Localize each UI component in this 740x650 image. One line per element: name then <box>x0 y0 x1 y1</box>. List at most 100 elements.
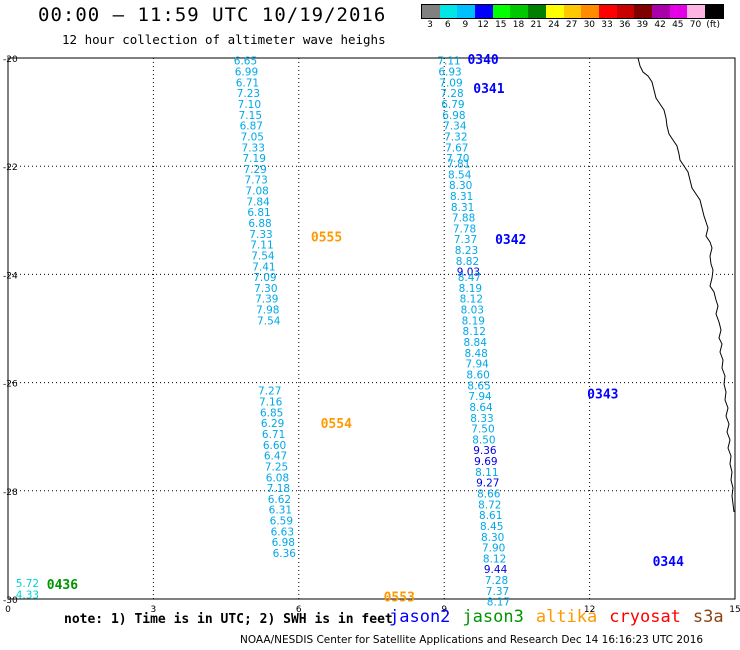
wave-height-point: 8.72 <box>478 499 501 511</box>
wave-height-point: 8.30 <box>449 180 472 192</box>
wave-height-point: 8.19 <box>462 315 485 327</box>
legend-swatch <box>545 5 564 18</box>
wave-height-point: 7.33 <box>242 142 265 154</box>
wave-height-point: 9.36 <box>473 445 497 457</box>
wave-height-point: 7.88 <box>452 213 475 225</box>
wave-height-point: 6.71 <box>236 77 259 89</box>
wave-height-point: 7.39 <box>255 294 278 306</box>
legend-label: 70 <box>689 20 702 30</box>
wave-height-point: 9.44 <box>484 564 508 576</box>
legend-swatch <box>492 5 511 18</box>
wave-height-point: 7.94 <box>465 359 489 371</box>
satellite-name: altika <box>535 607 598 627</box>
wave-height-point: 7.54 <box>257 315 281 327</box>
wave-height-point: 7.09 <box>439 77 462 89</box>
y-tick-label: -20 <box>3 55 18 65</box>
wave-height-point: 6.93 <box>438 67 461 79</box>
y-tick-label: -22 <box>3 163 18 173</box>
x-tick-label: 6 <box>296 605 302 615</box>
wave-height-point: 6.98 <box>442 110 465 122</box>
legend-label: 21 <box>530 20 542 30</box>
wave-height-point: 6.81 <box>247 207 270 219</box>
wave-height-point: 7.37 <box>454 234 477 246</box>
wave-height-point: 6.88 <box>248 218 271 230</box>
wave-height-point: 8.61 <box>479 510 502 522</box>
x-tick-label: 12 <box>584 605 595 615</box>
legend-label: 15 <box>495 20 507 30</box>
wave-height-point: 6.60 <box>263 440 286 452</box>
legend-swatch <box>687 5 705 18</box>
legend-label: 39 <box>636 20 649 30</box>
wave-height-point: 8.23 <box>455 245 478 257</box>
wave-height-point: 7.50 <box>471 424 494 436</box>
wave-height-point: 7.54 <box>251 250 275 262</box>
legend-swatch <box>528 5 546 18</box>
wave-height-point: 6.85 <box>260 407 283 419</box>
wave-height-point: 8.50 <box>472 434 495 446</box>
legend-swatch <box>581 5 599 18</box>
legend-label: 24 <box>548 20 560 30</box>
pass-label: 0342 <box>495 233 526 248</box>
wave-height-point: 7.11 <box>437 56 460 68</box>
wave-height-point: 7.33 <box>249 229 272 241</box>
legend-label: 45 <box>672 20 684 30</box>
wave-height-point: 8.45 <box>480 521 503 533</box>
wave-height-point: 7.94 <box>468 391 492 403</box>
satellite-name: jason2 <box>389 607 451 627</box>
wave-height-point: 8.12 <box>483 553 506 565</box>
x-tick-label: 0 <box>5 605 11 615</box>
legend-swatches <box>421 4 724 19</box>
wave-height-point: 5.72 <box>16 578 39 590</box>
legend-swatch <box>439 5 458 18</box>
legend-swatch <box>705 5 723 18</box>
legend-swatch <box>616 5 635 18</box>
legend-label: 42 <box>654 20 666 30</box>
satellite-legend: jason2 jason3 altika cryosat s3a <box>389 607 736 627</box>
wave-height-point: 7.18 <box>267 483 290 495</box>
legend-swatch <box>475 5 493 18</box>
wave-height-point: 7.90 <box>482 543 505 555</box>
wave-height-point: 6.79 <box>441 99 464 111</box>
wave-height-point: 6.87 <box>240 121 263 133</box>
legend-labels: 3 6 9 12 15 18 21 24 27 30 33 36 39 42 45 70 (ft) <box>421 19 724 31</box>
legend-swatch <box>651 5 670 18</box>
wave-height-point: 7.37 <box>486 586 509 598</box>
wave-height-point: 8.03 <box>461 305 484 317</box>
wave-height-point: 7.70 <box>446 153 469 165</box>
wave-height-point: 9.69 <box>474 456 497 468</box>
wave-height-point: 7.30 <box>254 283 277 295</box>
legend-label: (ft) <box>706 20 720 30</box>
wave-height-point: 8.48 <box>464 348 487 360</box>
y-tick-label: -30 <box>3 596 18 606</box>
y-tick-label: -28 <box>3 488 18 498</box>
wave-height-point: 8.54 <box>448 169 472 181</box>
wave-height-point: 7.15 <box>239 110 262 122</box>
x-axis-labels: 0 3 6 9 12 15 <box>5 605 740 615</box>
wave-height-point: 7.29 <box>243 164 266 176</box>
wave-height-point: 6.59 <box>270 516 293 528</box>
wave-height-point: 7.19 <box>243 153 266 165</box>
satellite-name: jason3 <box>462 607 524 627</box>
legend-label: 9 <box>462 20 469 30</box>
wave-height-point: 8.19 <box>459 283 482 295</box>
legend-label: 33 <box>601 20 613 30</box>
wave-height-point: 7.27 <box>258 386 281 398</box>
wave-height-point: 6.98 <box>272 537 295 549</box>
wave-height-point: 7.81 <box>447 158 470 170</box>
wave-height-point: 8.47 <box>458 272 481 284</box>
wave-height-point: 6.47 <box>264 451 287 463</box>
footer-note: note: 1) Time is in UTC; 2) SWH is in fe… <box>64 612 393 627</box>
wave-height-point: 4.33 <box>16 590 39 602</box>
wave-height-point: 6.63 <box>271 526 294 538</box>
pass-label: 0554 <box>321 417 352 432</box>
legend-label: 18 <box>512 20 525 30</box>
wave-height-point: 8.12 <box>460 294 483 306</box>
wave-height-point: 7.84 <box>246 196 270 208</box>
legend-swatch <box>669 5 688 18</box>
wave-height-point: 9.03 <box>457 267 480 279</box>
legend-swatch <box>510 5 529 18</box>
wave-height-point: 9.27 <box>476 478 499 490</box>
map-subtitle: 12 hour collection of altimeter wave hei… <box>62 32 386 47</box>
pass-label: 0553 <box>384 590 415 605</box>
